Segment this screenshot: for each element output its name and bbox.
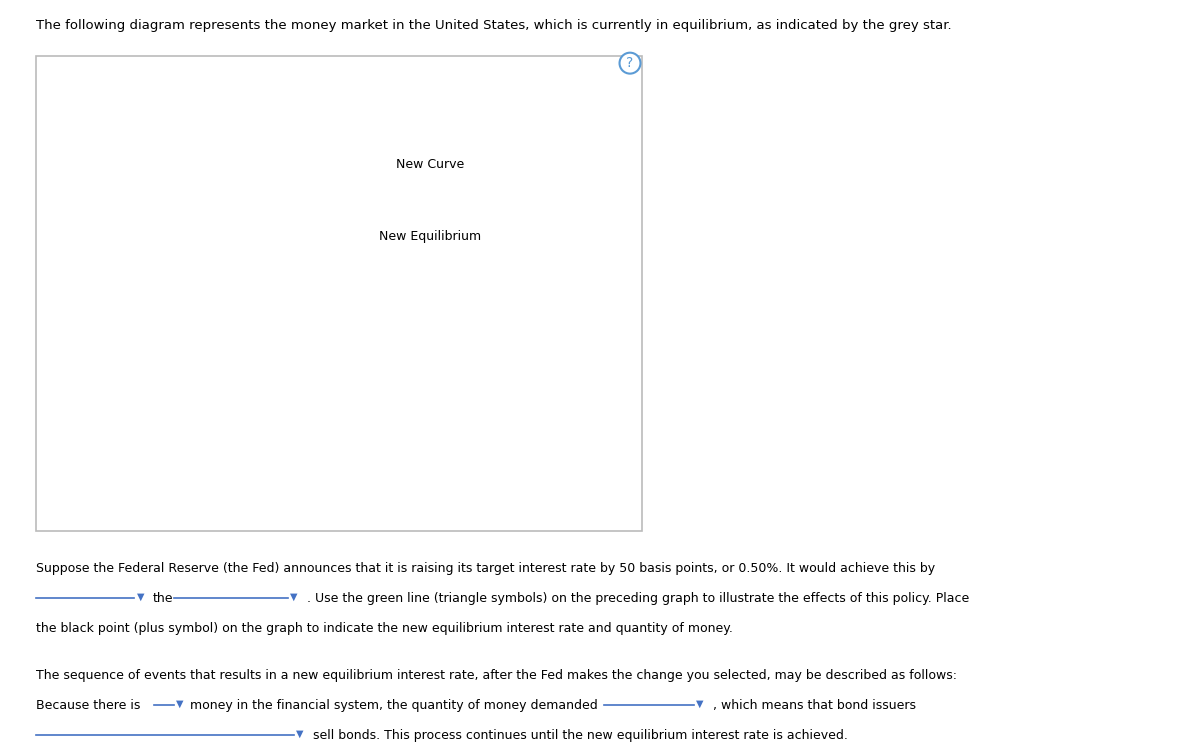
Text: New Curve: New Curve	[396, 158, 464, 171]
Text: New Equilibrium: New Equilibrium	[379, 230, 481, 243]
Text: ▼: ▼	[176, 699, 184, 709]
Text: money in the financial system, the quantity of money demanded: money in the financial system, the quant…	[190, 699, 598, 712]
Text: ▼: ▼	[290, 592, 298, 602]
Text: Suppose the Federal Reserve (the Fed) announces that it is raising its target in: Suppose the Federal Reserve (the Fed) an…	[36, 562, 935, 575]
Text: ▼: ▼	[696, 699, 703, 709]
Text: Money Supply: Money Supply	[301, 91, 380, 101]
X-axis label: QUANTITY OF MONEY (Trillions of dollars): QUANTITY OF MONEY (Trillions of dollars)	[170, 513, 400, 522]
Text: . Use the green line (triangle symbols) on the preceding graph to illustrate the: . Use the green line (triangle symbols) …	[307, 592, 970, 605]
Text: the: the	[152, 592, 173, 605]
Text: The sequence of events that results in a new equilibrium interest rate, after th: The sequence of events that results in a…	[36, 669, 958, 682]
Text: Because there is: Because there is	[36, 699, 140, 712]
Text: ▼: ▼	[296, 729, 304, 739]
Text: ?: ?	[626, 56, 634, 70]
Text: Money Demand: Money Demand	[140, 186, 229, 196]
Text: the black point (plus symbol) on the graph to indicate the new equilibrium inter: the black point (plus symbol) on the gra…	[36, 622, 733, 635]
Text: The following diagram represents the money market in the United States, which is: The following diagram represents the mon…	[36, 19, 952, 31]
Y-axis label: INTEREST RATE (Percent): INTEREST RATE (Percent)	[72, 216, 82, 356]
Text: sell bonds. This process continues until the new equilibrium interest rate is ac: sell bonds. This process continues until…	[313, 729, 848, 742]
Text: ▼: ▼	[137, 592, 144, 602]
Text: , which means that bond issuers: , which means that bond issuers	[713, 699, 916, 712]
